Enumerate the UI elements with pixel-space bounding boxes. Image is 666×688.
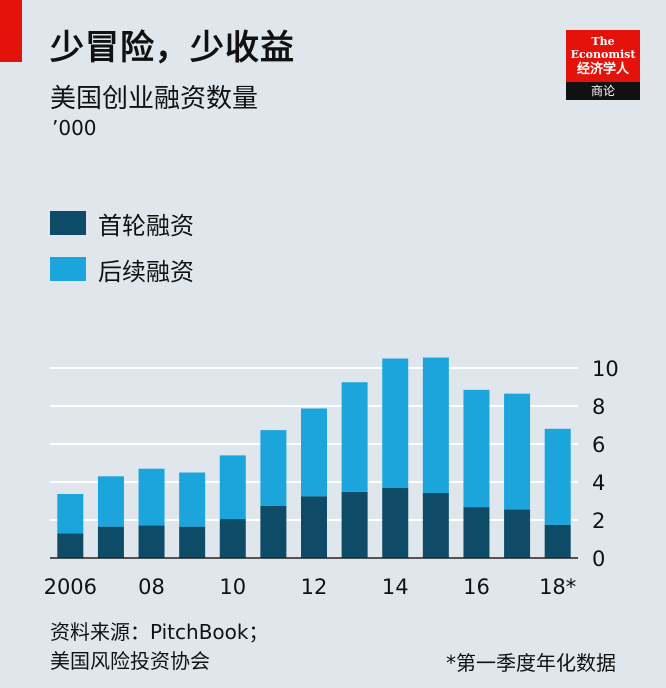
bar-follow-2015 xyxy=(422,357,449,494)
bar-follow-2014 xyxy=(382,358,409,488)
economist-logo: The Economist 经济学人 商论 xyxy=(566,30,640,100)
bar-follow-2011 xyxy=(260,430,287,506)
bar-first-2007 xyxy=(97,526,124,558)
y-tick-label-4: 4 xyxy=(592,471,605,495)
x-tick-label-2018: 18* xyxy=(539,575,576,599)
source-line-2: 美国风险投资协会 xyxy=(50,649,210,673)
legend-item-first: 首轮融资 xyxy=(50,200,194,246)
chart-title: 少冒险，少收益 xyxy=(50,28,295,68)
bar-first-2010 xyxy=(219,519,246,558)
bar-follow-2010 xyxy=(219,455,246,520)
x-tick-label-2012: 12 xyxy=(301,575,328,599)
bar-follow-2012 xyxy=(301,408,327,497)
y-tick-label-10: 10 xyxy=(592,357,619,381)
legend-label-follow: 后续融资 xyxy=(98,257,194,286)
bar-first-2009 xyxy=(179,526,206,558)
logo-line-1: The xyxy=(591,35,615,48)
source-line-1: 资料来源：PitchBook； xyxy=(50,620,269,644)
bar-first-2006 xyxy=(57,533,84,558)
chart-subtitle: 美国创业融资数量 xyxy=(50,84,259,114)
bar-follow-2013 xyxy=(341,382,368,492)
bar-first-2017 xyxy=(504,509,531,558)
bar-first-2016 xyxy=(463,507,490,558)
x-tick-label-2010: 10 xyxy=(219,575,246,599)
footnote: *第一季度年化数据 xyxy=(446,651,616,675)
unit-label: ’000 xyxy=(52,116,97,140)
legend-item-follow: 后续融资 xyxy=(50,246,194,292)
bar-follow-2018 xyxy=(544,428,571,525)
bar-first-2015 xyxy=(422,493,449,558)
x-tick-label-2006: 2006 xyxy=(44,575,97,599)
bar-first-2008 xyxy=(138,525,165,558)
y-tick-label-2: 2 xyxy=(592,509,605,533)
bar-first-2012 xyxy=(301,496,327,558)
x-tick-label-2008: 08 xyxy=(138,575,165,599)
logo-line-2: Economist xyxy=(570,48,636,61)
logo-line-3: 经济学人 xyxy=(576,62,629,77)
bar-follow-2008 xyxy=(138,468,165,526)
bar-first-2011 xyxy=(260,505,287,558)
bar-follow-2006 xyxy=(57,493,84,534)
bar-follow-2017 xyxy=(504,393,531,510)
bar-first-2014 xyxy=(382,487,409,558)
x-tick-label-2016: 16 xyxy=(463,575,490,599)
source-note: 资料来源：PitchBook； 美国风险投资协会 xyxy=(50,618,268,676)
bar-follow-2009 xyxy=(179,472,206,527)
bar-first-2013 xyxy=(341,491,368,558)
y-tick-label-6: 6 xyxy=(592,433,605,457)
bar-first-2018 xyxy=(544,524,571,558)
y-tick-label-8: 8 xyxy=(592,395,605,419)
y-tick-label-0: 0 xyxy=(592,547,605,571)
bar-follow-2016 xyxy=(463,389,490,508)
red-tag xyxy=(0,0,22,62)
x-tick-label-2014: 14 xyxy=(382,575,409,599)
legend: 首轮融资 后续融资 xyxy=(50,200,194,292)
logo-red-block: The Economist 经济学人 xyxy=(566,30,640,82)
legend-swatch-first xyxy=(50,211,86,235)
bar-chart: 0 2 4 6 8 10 2006 08 10 12 14 16 18* xyxy=(44,357,619,599)
bar-follow-2007 xyxy=(97,476,124,527)
legend-swatch-follow xyxy=(50,257,86,281)
logo-tag: 商论 xyxy=(566,82,640,100)
legend-label-first: 首轮融资 xyxy=(98,211,194,240)
